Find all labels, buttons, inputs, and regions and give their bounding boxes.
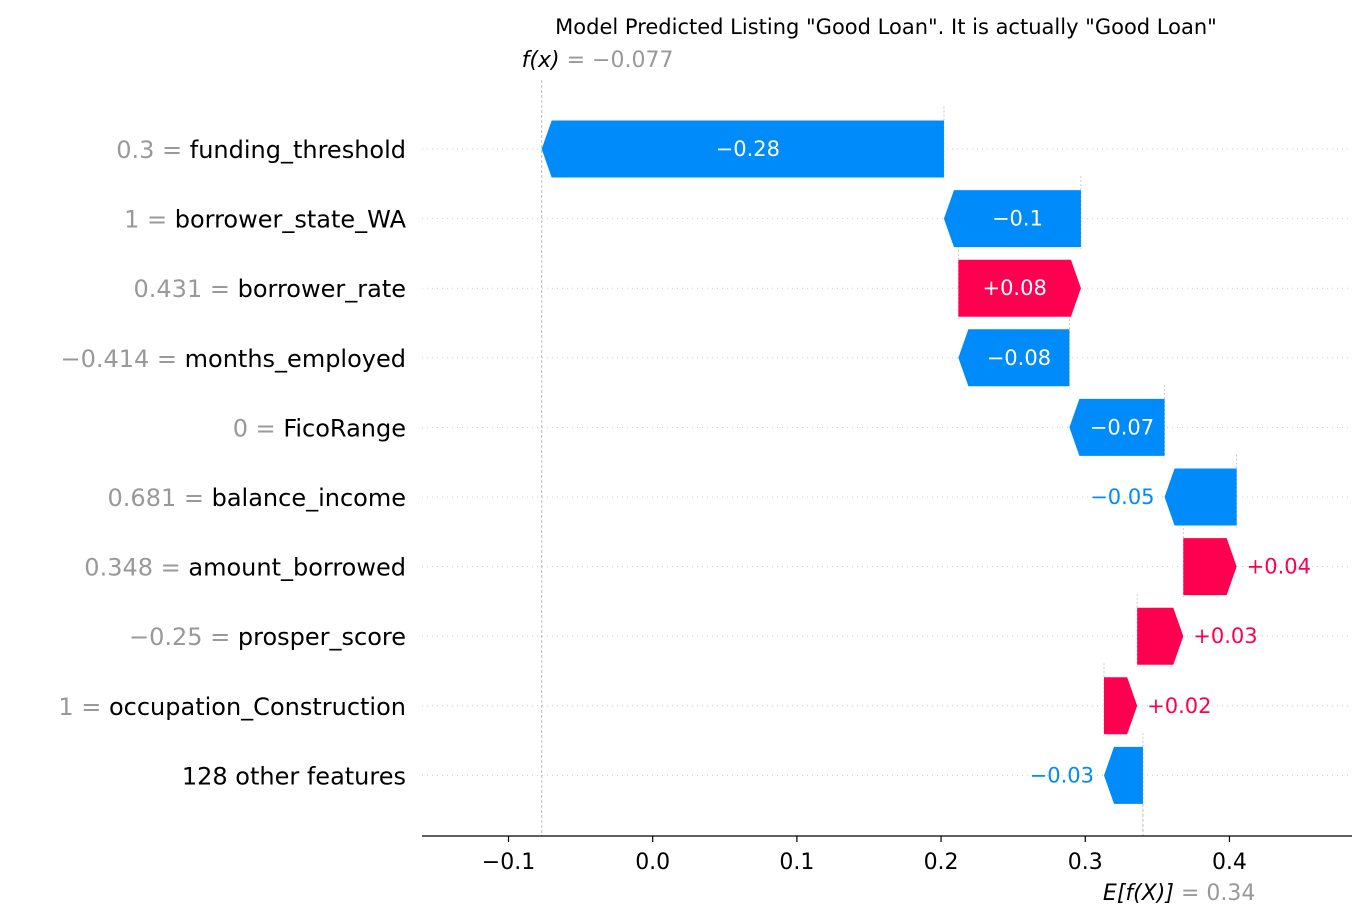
feature-value: 1 = bbox=[58, 693, 109, 721]
feature-value: 0.3 = bbox=[116, 136, 190, 164]
feature-label: 1 = borrower_state_WA bbox=[124, 206, 407, 234]
bar-positive bbox=[1137, 607, 1184, 665]
feature-name: balance_income bbox=[212, 484, 406, 512]
base-value: = 0.34 bbox=[1181, 881, 1255, 906]
feature-value: 1 = bbox=[124, 206, 175, 234]
fx-label: f(x) bbox=[522, 48, 567, 73]
feature-label: 0 = FicoRange bbox=[233, 414, 406, 442]
x-tick-label: 0.3 bbox=[1068, 850, 1103, 875]
bar-value-label: −0.03 bbox=[1030, 763, 1094, 787]
feature-name: amount_borrowed bbox=[188, 554, 406, 582]
x-tick-label: 0.1 bbox=[779, 850, 814, 875]
feature-value: 0.431 = bbox=[134, 275, 238, 303]
feature-name: FicoRange bbox=[283, 414, 406, 442]
bar-negative bbox=[541, 120, 944, 178]
feature-label: 0.3 = funding_threshold bbox=[116, 136, 406, 164]
bar-value-label: +0.03 bbox=[1193, 624, 1257, 648]
bar-positive bbox=[958, 259, 1081, 317]
x-tick-label: 0.4 bbox=[1212, 850, 1247, 875]
feature-value: 0.348 = bbox=[84, 554, 188, 582]
feature-name: borrower_rate bbox=[238, 275, 406, 303]
feature-name: funding_threshold bbox=[190, 136, 406, 164]
bar-negative bbox=[958, 329, 1070, 387]
feature-label: 1 = occupation_Construction bbox=[58, 693, 406, 721]
base-label: E[f(X)] bbox=[1103, 881, 1181, 906]
bar-value-label: +0.04 bbox=[1247, 555, 1311, 579]
feature-name: borrower_state_WA bbox=[175, 206, 407, 234]
feature-value: −0.25 = bbox=[129, 623, 238, 651]
feature-label: −0.414 = months_employed bbox=[60, 345, 406, 373]
bar-value-label: +0.08 bbox=[982, 276, 1046, 300]
bar-negative bbox=[1069, 398, 1165, 456]
bar-value-label: −0.1 bbox=[992, 207, 1043, 231]
fx-value: = −0.077 bbox=[567, 48, 674, 73]
bar-negative bbox=[1164, 468, 1237, 526]
bar-positive bbox=[1183, 538, 1237, 596]
fx-annotation: f(x) = −0.077 bbox=[522, 48, 674, 73]
x-axis: −0.1 0.0 0.1 0.2 0.3 0.4 bbox=[422, 835, 1352, 875]
feature-name: occupation_Construction bbox=[109, 693, 406, 721]
chart-title: Model Predicted Listing "Good Loan". It … bbox=[555, 15, 1217, 39]
feature-value: −0.414 = bbox=[60, 345, 184, 373]
feature-label: 128 other features bbox=[182, 762, 406, 790]
x-tick-label: −0.1 bbox=[482, 850, 535, 875]
feature-name: 128 other features bbox=[182, 762, 406, 790]
x-tick-label: 0.2 bbox=[924, 850, 959, 875]
feature-value: 0 = bbox=[233, 414, 284, 442]
feature-value: 0.681 = bbox=[108, 484, 212, 512]
bar-negative bbox=[1104, 746, 1143, 804]
bar-value-label: −0.05 bbox=[1090, 485, 1154, 509]
bar-value-label: −0.08 bbox=[987, 346, 1051, 370]
grid-layer bbox=[422, 148, 1352, 776]
bar-value-label: −0.07 bbox=[1090, 415, 1154, 439]
base-value-annotation: E[f(X)] = 0.34 bbox=[1103, 881, 1255, 906]
feature-label: 0.348 = amount_borrowed bbox=[84, 554, 406, 582]
feature-name: prosper_score bbox=[238, 623, 406, 651]
bar-value-label: +0.02 bbox=[1147, 694, 1211, 718]
bar-value-label: −0.28 bbox=[716, 137, 780, 161]
annotations: f(x) = −0.077 E[f(X)] = 0.34 bbox=[522, 48, 1256, 906]
feature-label: 0.681 = balance_income bbox=[108, 484, 406, 512]
reference-lines bbox=[541, 80, 1238, 836]
feature-label: 0.431 = borrower_rate bbox=[134, 275, 406, 303]
x-tick-label: 0.0 bbox=[635, 850, 670, 875]
feature-labels: 0.3 = funding_threshold 1 = borrower_stat… bbox=[58, 136, 406, 790]
bar-negative bbox=[943, 190, 1081, 248]
feature-label: −0.25 = prosper_score bbox=[129, 623, 406, 651]
feature-name: months_employed bbox=[185, 345, 406, 373]
bar-positive bbox=[1104, 677, 1138, 735]
bars-layer: −0.28 −0.1 +0.08 −0.08 −0.07 −0.05 +0.04 +0.03 +… bbox=[541, 120, 1311, 804]
